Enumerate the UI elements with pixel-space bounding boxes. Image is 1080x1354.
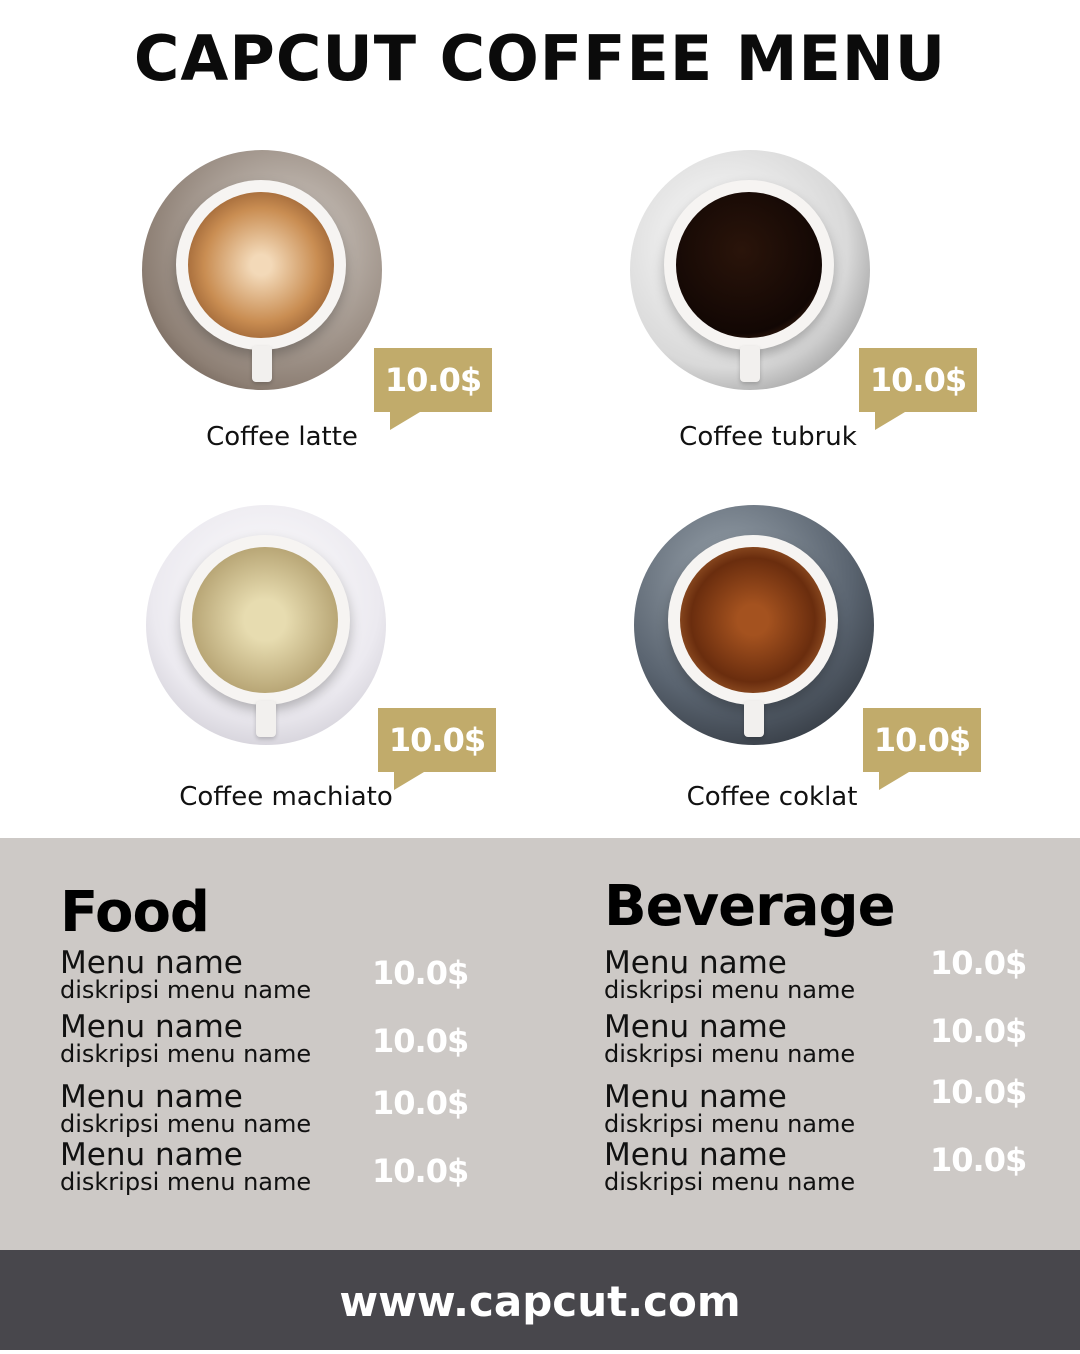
menu-item-price: 10.0$ — [372, 954, 469, 992]
cup — [664, 180, 834, 350]
price-tag: 10.0$ — [378, 708, 496, 790]
menu-item-name: Menu name — [60, 1009, 243, 1045]
coffee-cup-image — [630, 150, 870, 390]
cup-handle — [740, 346, 760, 382]
menu-item-price: 10.0$ — [930, 1141, 1027, 1179]
menu-item-description: diskripsi menu name — [604, 1040, 856, 1068]
menu-item-name: Menu name — [60, 1137, 243, 1173]
coffee-liquid — [676, 192, 822, 338]
coffee-name: Coffee coklat — [686, 782, 858, 812]
coffee-name: Coffee latte — [206, 422, 358, 452]
website-link[interactable]: www.capcut.com — [339, 1277, 741, 1326]
coffee-name: Coffee machiato — [179, 782, 393, 812]
coffee-liquid — [680, 547, 826, 693]
cup — [180, 535, 350, 705]
cup-handle — [256, 701, 276, 737]
menu-item-description: diskripsi menu name — [60, 1040, 312, 1068]
coffee-cup-image — [146, 505, 386, 745]
cup — [176, 180, 346, 350]
menu-item-name: Menu name — [604, 1009, 787, 1045]
menu-item-price: 10.0$ — [372, 1152, 469, 1190]
food-heading: Food — [60, 880, 210, 945]
menu-item-description: diskripsi menu name — [60, 1168, 312, 1196]
menu-item-name: Menu name — [604, 1079, 787, 1115]
coffee-liquid — [192, 547, 338, 693]
menu-item-price: 10.0$ — [930, 1012, 1027, 1050]
menu-item-description: diskripsi menu name — [604, 1110, 856, 1138]
menu-item-name: Menu name — [60, 945, 243, 981]
menu-item-description: diskripsi menu name — [604, 976, 856, 1004]
coffee-name: Coffee tubruk — [679, 422, 857, 452]
coffee-cup-image — [142, 150, 382, 390]
beverage-heading: Beverage — [604, 874, 896, 939]
menu-item-price: 10.0$ — [930, 944, 1027, 982]
menu-item-name: Menu name — [604, 1137, 787, 1173]
price-tag: 10.0$ — [859, 348, 977, 430]
cup — [668, 535, 838, 705]
price-tag: 10.0$ — [863, 708, 981, 790]
cup-handle — [252, 346, 272, 382]
menu-item-description: diskripsi menu name — [604, 1168, 856, 1196]
menu-panel: Food Beverage Menu name diskripsi menu n… — [0, 838, 1080, 1250]
menu-item-description: diskripsi menu name — [60, 1110, 312, 1138]
coffee-cup-image — [634, 505, 874, 745]
menu-item-price: 10.0$ — [372, 1084, 469, 1122]
cup-handle — [744, 701, 764, 737]
menu-item-price: 10.0$ — [930, 1073, 1027, 1111]
menu-item-name: Menu name — [604, 945, 787, 981]
menu-item-price: 10.0$ — [372, 1022, 469, 1060]
coffee-liquid — [188, 192, 334, 338]
footer: www.capcut.com — [0, 1250, 1080, 1350]
price-tag: 10.0$ — [374, 348, 492, 430]
page-title: CAPCUT COFFEE MENU — [133, 22, 947, 95]
menu-item-description: diskripsi menu name — [60, 976, 312, 1004]
menu-item-name: Menu name — [60, 1079, 243, 1115]
